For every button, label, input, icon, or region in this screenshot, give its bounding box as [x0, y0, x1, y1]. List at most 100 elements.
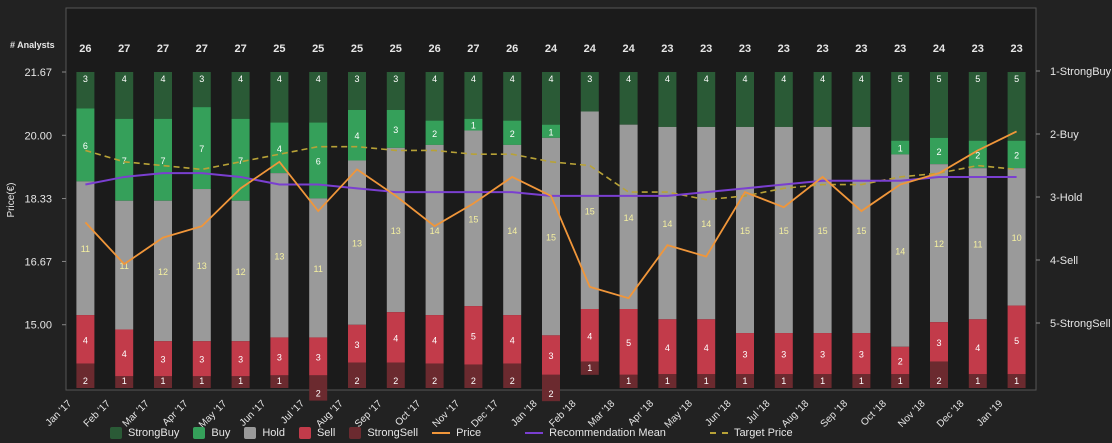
bar-buy [425, 120, 444, 145]
bar-strongbuy [503, 72, 522, 121]
bar-value-label: 4 [122, 74, 127, 84]
bar-value-label: 14 [701, 219, 711, 229]
bar-strongsell [464, 364, 483, 388]
analyst-count: 24 [584, 43, 597, 55]
bar-value-label: 1 [626, 376, 631, 386]
bar-strongbuy [697, 72, 716, 127]
bar-value-label: 5 [471, 331, 476, 341]
bar-value-label: 4 [277, 74, 282, 84]
bar-value-label: 1 [781, 376, 786, 386]
bar-value-label: 1 [704, 376, 709, 386]
bar-strongsell [658, 374, 677, 388]
bar-value-label: 4 [626, 74, 631, 84]
bar-value-label: 1 [898, 144, 903, 154]
bar-sell [76, 315, 95, 364]
y-tick-label: 16.67 [24, 256, 52, 268]
bar-value-label: 4 [471, 74, 476, 84]
bar-value-label: 4 [820, 74, 825, 84]
bar-sell [580, 309, 599, 362]
bar-value-label: 13 [197, 261, 207, 271]
legend-target-price[interactable]: Target Price [709, 427, 793, 439]
analyst-count: 23 [855, 43, 867, 55]
bar-value-label: 4 [975, 343, 980, 353]
analyst-count: 23 [816, 43, 828, 55]
bar-strongsell [76, 363, 95, 388]
bar-value-label: 6 [83, 141, 88, 151]
bar-strongsell [968, 374, 987, 388]
bar-value-label: 2 [354, 376, 359, 386]
bar-value-label: 2 [393, 376, 398, 386]
bar-buy [309, 122, 328, 199]
bar-sell [852, 333, 871, 375]
bar-hold [503, 144, 522, 316]
bar-hold [852, 126, 871, 334]
bar-value-label: 7 [199, 144, 204, 154]
bar-value-label: 1 [160, 376, 165, 386]
bar-value-label: 3 [781, 350, 786, 360]
legend-hold[interactable]: Hold [244, 427, 285, 439]
bar-strongsell [891, 374, 910, 388]
bar-strongbuy [154, 72, 172, 119]
bar-hold [813, 126, 832, 334]
bar-value-label: 4 [432, 335, 437, 345]
bar-strongsell [425, 363, 444, 388]
bar-strongbuy [192, 72, 211, 108]
bar-value-label: 14 [624, 213, 634, 223]
bar-strongsell [503, 363, 522, 388]
legend-strongsell[interactable]: StrongSell [349, 427, 418, 439]
bar-value-label: 1 [587, 363, 592, 373]
legend-buy[interactable]: Buy [193, 427, 230, 439]
bar-strongbuy [968, 72, 987, 141]
legend-recommendation-mean[interactable]: Recommendation Mean [525, 427, 666, 439]
bar-value-label: 3 [548, 351, 553, 361]
right-axis-label: 4-Sell [1050, 255, 1078, 267]
bar-strongbuy [1007, 72, 1026, 141]
bar-hold [697, 126, 716, 320]
bar-value-label: 3 [820, 350, 825, 360]
bar-value-label: 4 [432, 74, 437, 84]
bar-value-label: 3 [160, 355, 165, 365]
bar-sell [231, 341, 250, 377]
bar-strongsell [231, 376, 250, 388]
bar-value-label: 14 [662, 219, 672, 229]
y-tick-label: 21.67 [24, 67, 52, 79]
bar-value-label: 2 [432, 376, 437, 386]
x-tick-label: Jul '18 [745, 398, 773, 426]
bar-value-label: 7 [122, 156, 127, 166]
bar-strongsell [852, 374, 871, 388]
bar-value-label: 5 [626, 338, 631, 348]
bar-value-label: 4 [316, 74, 321, 84]
bar-value-label: 5 [936, 74, 941, 84]
bar-value-label: 4 [665, 74, 670, 84]
legend-price[interactable]: Price [432, 427, 481, 439]
legend-strongbuy[interactable]: StrongBuy [110, 427, 179, 439]
x-tick-label: Feb '17 [82, 398, 113, 429]
bar-value-label: 15 [818, 226, 828, 236]
analyst-count: 27 [234, 43, 246, 55]
legend-sell[interactable]: Sell [298, 427, 335, 439]
bar-strongbuy [930, 72, 948, 138]
bar-value-label: 10 [1012, 233, 1022, 243]
bar-sell [425, 315, 444, 364]
bar-strongbuy [658, 72, 677, 127]
bar-value-label: 3 [587, 74, 592, 84]
right-axis-label: 1-StrongBuy [1050, 66, 1112, 78]
bar-value-label: 4 [83, 335, 88, 345]
bar-sell [192, 341, 211, 377]
bar-hold [270, 173, 289, 338]
bar-value-label: 4 [122, 349, 127, 359]
bar-value-label: 1 [238, 376, 243, 386]
bar-strongbuy [270, 72, 289, 123]
analyst-count: 25 [312, 43, 324, 55]
bar-value-label: 2 [432, 129, 437, 139]
bar-strongbuy [580, 72, 599, 112]
bar-sell [1007, 305, 1026, 375]
bar-hold [76, 181, 95, 316]
bar-sell [736, 333, 754, 375]
x-tick-label: Oct '18 [859, 398, 889, 428]
bar-buy [542, 124, 560, 138]
bar-buy [231, 118, 250, 201]
bar-value-label: 3 [393, 74, 398, 84]
bar-value-label: 5 [975, 74, 980, 84]
analyst-count: 24 [545, 43, 558, 55]
